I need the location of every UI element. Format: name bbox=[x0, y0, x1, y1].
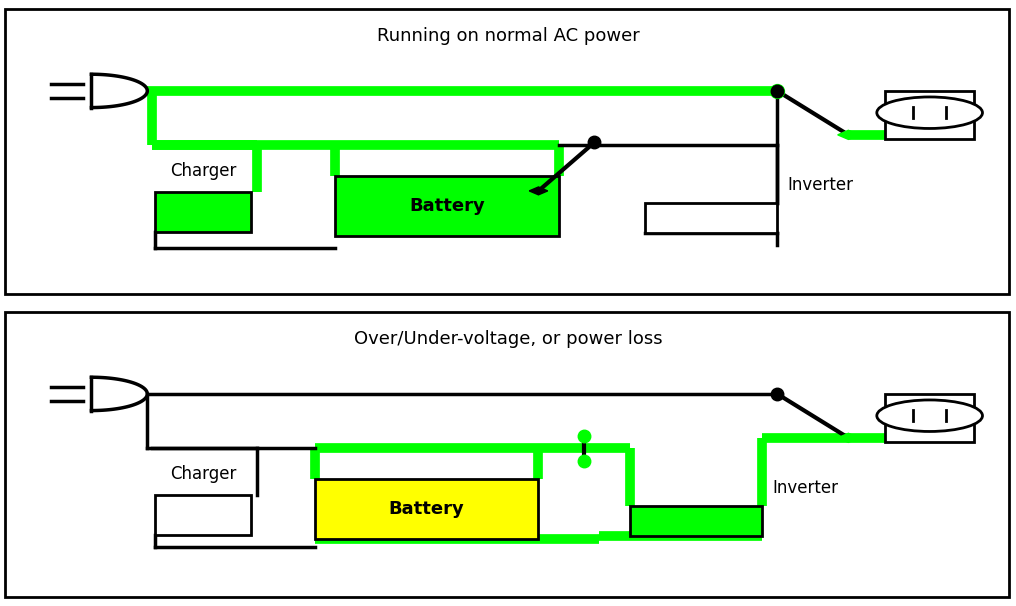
Text: Inverter: Inverter bbox=[787, 176, 853, 194]
Bar bbox=[315, 479, 538, 539]
Text: Charger: Charger bbox=[170, 465, 237, 483]
Text: Over/Under-voltage, or power loss: Over/Under-voltage, or power loss bbox=[354, 330, 662, 348]
Bar bbox=[645, 203, 777, 233]
Text: Inverter: Inverter bbox=[772, 479, 838, 497]
Bar bbox=[155, 193, 252, 232]
Bar bbox=[630, 506, 762, 536]
Polygon shape bbox=[837, 433, 859, 442]
Bar bbox=[885, 91, 974, 139]
Bar bbox=[155, 496, 252, 535]
Polygon shape bbox=[837, 130, 859, 139]
Polygon shape bbox=[529, 187, 548, 195]
Text: Battery: Battery bbox=[389, 500, 464, 518]
Bar bbox=[335, 176, 559, 236]
Bar bbox=[885, 394, 974, 442]
Text: Running on normal AC power: Running on normal AC power bbox=[377, 27, 639, 45]
Text: Charger: Charger bbox=[170, 162, 237, 180]
Text: Battery: Battery bbox=[409, 197, 485, 215]
Circle shape bbox=[877, 400, 982, 431]
Circle shape bbox=[877, 97, 982, 128]
